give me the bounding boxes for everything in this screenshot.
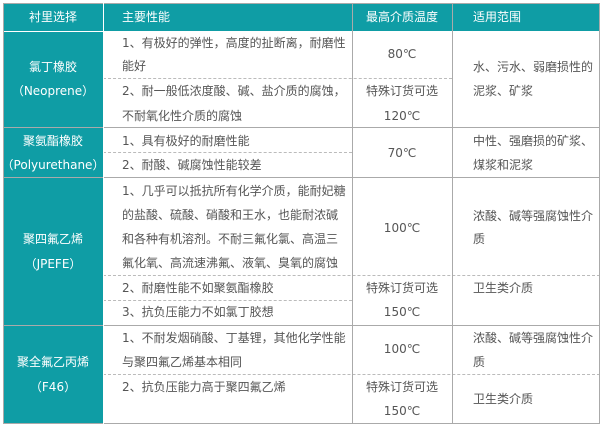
scope-line: 中性、强磨损的矿浆、 xyxy=(473,134,594,148)
performance-line: 的盐酸、硫酸、硝酸和王水，也能耐浓碱 xyxy=(122,208,339,222)
lining-code: （F46） xyxy=(29,380,77,394)
special-temp: 120℃ xyxy=(383,109,421,123)
header-row-bg xyxy=(3,3,600,31)
border xyxy=(3,3,600,4)
scope-line: 浓酸、碱等强腐蚀性介 xyxy=(473,209,594,223)
special-order: 特殊订货可选 xyxy=(365,84,439,98)
performance-line: 氟化氧、高流速沸氟、液氧、臭氧的腐蚀 xyxy=(122,256,339,270)
border xyxy=(452,3,453,424)
performance-line: 1、有极好的弹性，高度的扯断离，耐磨性 xyxy=(122,36,346,50)
divider xyxy=(103,78,452,79)
lining-name: 聚全氟乙丙烯 xyxy=(16,355,90,369)
performance-line: 不耐氧化性介质的腐蚀 xyxy=(122,109,243,123)
max-temp: 100℃ xyxy=(383,342,421,356)
max-temp: 100℃ xyxy=(383,221,421,235)
max-temp: 80℃ xyxy=(387,47,417,61)
special-order: 特殊订货可选 xyxy=(365,281,439,295)
scope-line: 卫生类介质 xyxy=(473,281,534,295)
max-temp: 70℃ xyxy=(387,146,417,160)
special-temp: 150℃ xyxy=(383,404,421,418)
border xyxy=(352,3,353,424)
divider xyxy=(103,152,352,153)
scope-line: 煤浆和泥浆 xyxy=(473,158,534,172)
performance-line: 2、抗负压能力高于聚四氟乙烯 xyxy=(122,380,286,394)
performance-line: 3、抗负压能力不如氯丁胶想 xyxy=(122,305,274,319)
lining-name: 聚四氟乙烯 xyxy=(22,232,84,246)
scope-line: 水、污水、弱磨损性的 xyxy=(473,60,594,74)
special-temp: 150℃ xyxy=(383,305,421,319)
lining-code: （Neoprene） xyxy=(11,84,95,98)
border xyxy=(103,3,104,424)
border xyxy=(3,325,600,326)
lining-name: 聚氨酯橡胶 xyxy=(22,134,84,148)
performance-line: 能好 xyxy=(122,59,147,73)
border xyxy=(3,127,600,128)
performance-line: 1、不耐发烟硝酸、丁基锂，其他化学性能 xyxy=(122,331,346,345)
border xyxy=(3,3,4,424)
performance-line: 1、几乎可以抵抗所有化学介质，能耐妃糖 xyxy=(122,184,346,198)
border xyxy=(3,423,600,424)
divider xyxy=(103,374,600,375)
lining-code: （JPEFE） xyxy=(24,257,82,271)
divider xyxy=(103,300,352,301)
lining-name: 氯丁橡胶 xyxy=(28,60,78,74)
first-column-bg xyxy=(3,31,103,424)
lining-code: （Polyurethane） xyxy=(1,158,105,172)
divider xyxy=(103,275,600,276)
special-order: 特殊订货可选 xyxy=(365,380,439,394)
performance-line: 2、耐一般低浓度酸、碱、盐介质的腐蚀， xyxy=(122,84,346,98)
header-scope: 适用范围 xyxy=(473,10,522,24)
header-max-temp: 最高介质温度 xyxy=(365,10,439,24)
scope-line: 质 xyxy=(473,232,486,246)
border xyxy=(3,177,600,178)
performance-line: 与聚四氟乙烯基本相同 xyxy=(122,355,243,369)
scope-line: 泥浆、矿浆 xyxy=(473,84,534,98)
scope-line: 质 xyxy=(473,355,486,369)
header-performance: 主要性能 xyxy=(122,10,171,24)
border xyxy=(3,31,600,32)
scope-line: 浓酸、碱等强腐蚀性介 xyxy=(473,331,594,345)
performance-line: 2、耐酸、碱腐蚀性能较差 xyxy=(122,158,262,172)
scope-line: 卫生类介质 xyxy=(473,392,534,406)
performance-line: 1、具有极好的耐磨性能 xyxy=(122,134,250,148)
performance-line: 2、耐磨性能不如聚氨酯橡胶 xyxy=(122,281,274,295)
performance-line: 和各种有机溶剂。不耐三氟化氯、高温三 xyxy=(122,232,339,246)
header-lining: 衬里选择 xyxy=(28,10,78,24)
